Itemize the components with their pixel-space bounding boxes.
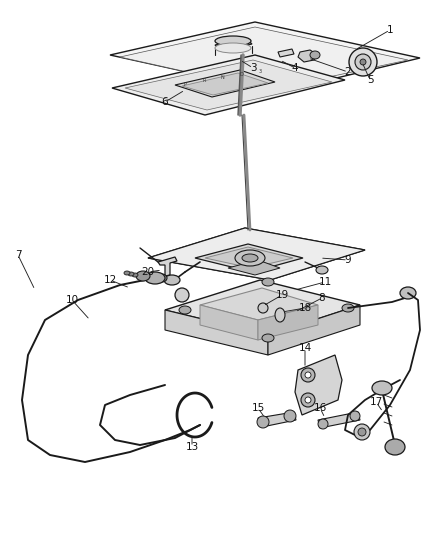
Text: 8: 8 xyxy=(319,293,325,303)
Text: 12: 12 xyxy=(103,275,117,285)
Ellipse shape xyxy=(342,304,354,312)
Ellipse shape xyxy=(318,419,328,429)
Text: 20: 20 xyxy=(141,267,155,277)
Text: 9: 9 xyxy=(345,255,351,265)
Ellipse shape xyxy=(175,288,189,302)
Text: 13: 13 xyxy=(185,442,198,452)
Ellipse shape xyxy=(179,306,191,314)
Ellipse shape xyxy=(128,272,134,276)
Ellipse shape xyxy=(262,334,274,342)
Ellipse shape xyxy=(301,368,315,382)
Ellipse shape xyxy=(316,266,328,274)
Text: 19: 19 xyxy=(276,290,289,300)
Ellipse shape xyxy=(235,250,265,266)
Polygon shape xyxy=(200,288,318,320)
Polygon shape xyxy=(110,22,420,92)
Text: 7: 7 xyxy=(15,250,21,260)
Ellipse shape xyxy=(215,36,251,46)
Polygon shape xyxy=(195,244,303,272)
Text: 18: 18 xyxy=(298,303,311,313)
Polygon shape xyxy=(120,27,408,90)
Text: N: N xyxy=(221,75,224,80)
Polygon shape xyxy=(200,305,258,340)
Polygon shape xyxy=(148,228,365,280)
Polygon shape xyxy=(205,247,293,268)
Ellipse shape xyxy=(157,274,167,282)
Ellipse shape xyxy=(145,272,165,284)
Text: R: R xyxy=(202,78,205,83)
Text: 5: 5 xyxy=(367,75,373,85)
Ellipse shape xyxy=(350,411,360,421)
Ellipse shape xyxy=(349,48,377,76)
Ellipse shape xyxy=(385,439,405,455)
Ellipse shape xyxy=(284,410,296,422)
Ellipse shape xyxy=(355,54,371,70)
Text: P: P xyxy=(184,82,187,86)
Ellipse shape xyxy=(372,381,392,395)
Text: 14: 14 xyxy=(298,343,311,353)
Text: 2: 2 xyxy=(345,67,351,77)
Ellipse shape xyxy=(305,397,311,403)
Ellipse shape xyxy=(262,278,274,286)
Text: 3: 3 xyxy=(250,63,256,73)
Polygon shape xyxy=(148,228,365,280)
Text: 15: 15 xyxy=(251,403,265,413)
Polygon shape xyxy=(112,55,345,115)
Ellipse shape xyxy=(310,51,320,59)
Ellipse shape xyxy=(275,308,285,322)
Ellipse shape xyxy=(257,416,269,428)
Text: 10: 10 xyxy=(65,295,78,305)
Polygon shape xyxy=(258,305,318,340)
Ellipse shape xyxy=(124,271,130,275)
Text: D: D xyxy=(240,72,243,77)
Ellipse shape xyxy=(136,271,150,281)
Ellipse shape xyxy=(354,424,370,440)
Ellipse shape xyxy=(258,303,268,313)
Polygon shape xyxy=(278,49,294,57)
Polygon shape xyxy=(228,260,280,275)
Text: 4: 4 xyxy=(292,63,298,73)
Ellipse shape xyxy=(358,428,366,436)
Text: 17: 17 xyxy=(369,397,383,407)
Polygon shape xyxy=(158,257,177,276)
Polygon shape xyxy=(175,70,275,97)
Text: 1: 1 xyxy=(387,25,393,35)
Polygon shape xyxy=(165,310,268,355)
Text: 11: 11 xyxy=(318,277,332,287)
Ellipse shape xyxy=(400,287,416,299)
Ellipse shape xyxy=(360,59,366,65)
Text: 16: 16 xyxy=(313,403,327,413)
Polygon shape xyxy=(165,280,360,335)
Polygon shape xyxy=(125,60,332,110)
Text: 3: 3 xyxy=(258,69,261,74)
Polygon shape xyxy=(215,38,252,51)
Polygon shape xyxy=(268,305,360,355)
Polygon shape xyxy=(318,412,360,428)
Ellipse shape xyxy=(164,275,180,285)
Polygon shape xyxy=(298,50,318,62)
Ellipse shape xyxy=(215,43,251,53)
Ellipse shape xyxy=(301,393,315,407)
Polygon shape xyxy=(258,412,296,427)
Ellipse shape xyxy=(132,273,138,277)
Ellipse shape xyxy=(242,254,258,262)
Polygon shape xyxy=(295,355,342,415)
Text: 6: 6 xyxy=(162,97,168,107)
Polygon shape xyxy=(182,73,268,95)
Ellipse shape xyxy=(305,372,311,378)
